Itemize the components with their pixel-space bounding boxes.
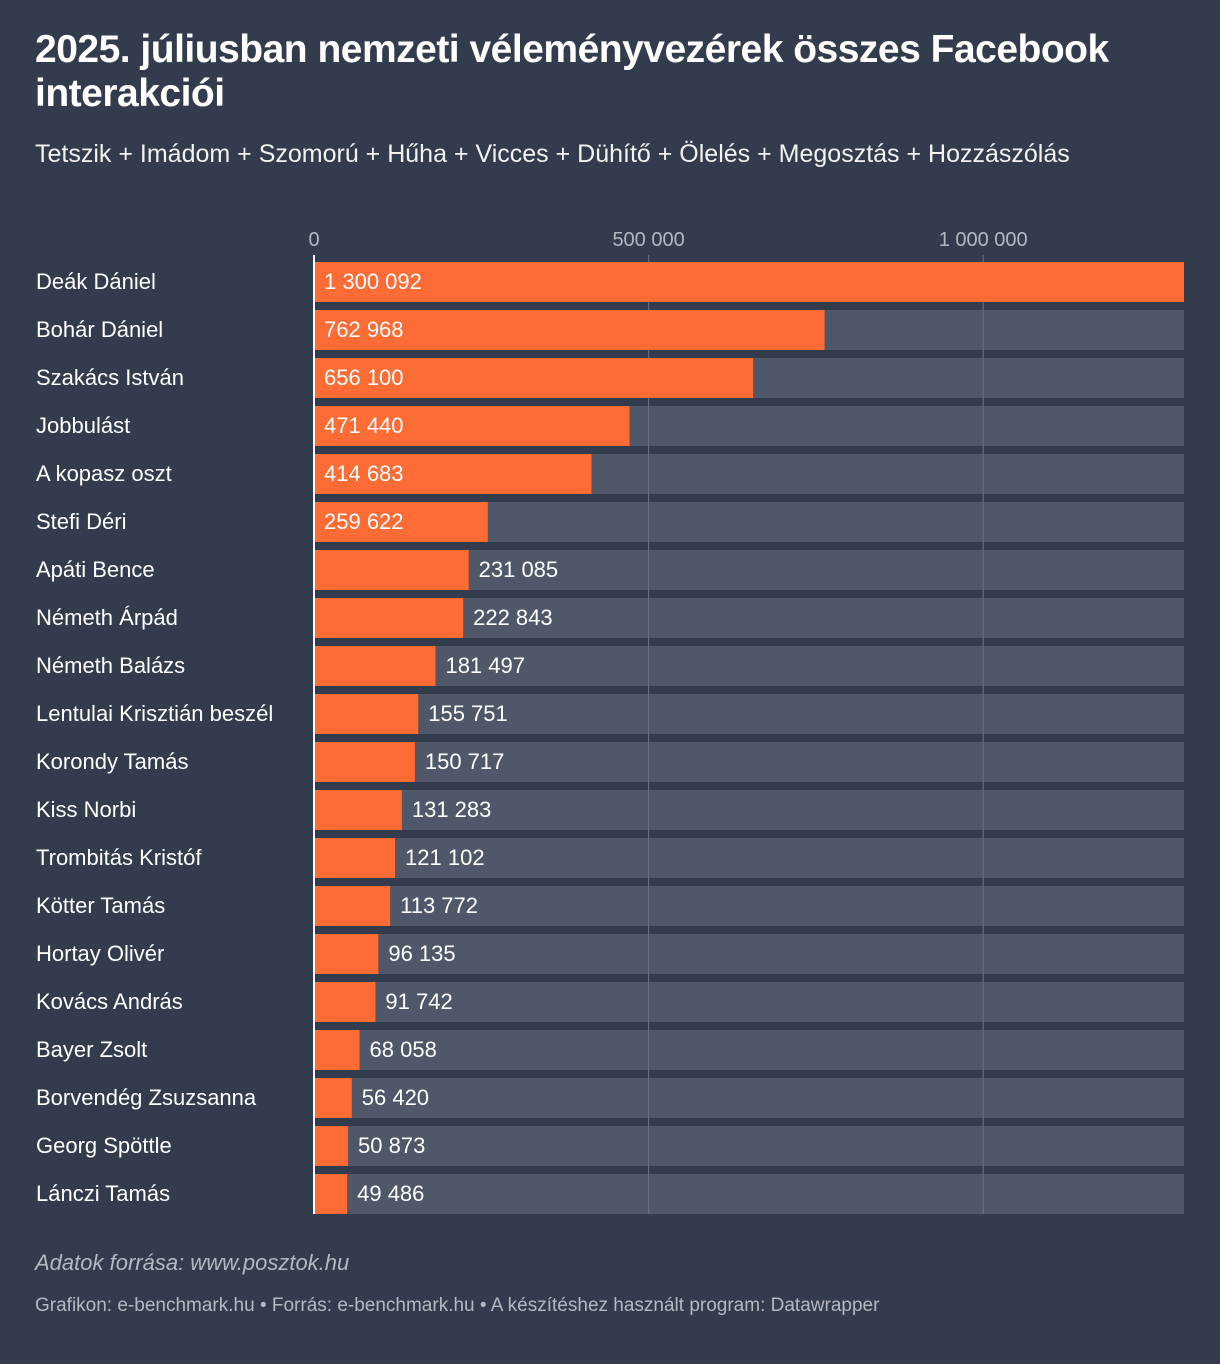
bar: [314, 886, 391, 926]
category-label: Korondy Tamás: [36, 749, 188, 774]
value-label: 56 420: [362, 1085, 429, 1110]
bar: [314, 742, 415, 782]
category-label: Németh Árpád: [36, 605, 178, 630]
x-tick-label: 0: [308, 229, 319, 251]
bar: [314, 502, 488, 542]
bar-track: [314, 982, 1184, 1022]
bar: [314, 646, 436, 686]
category-label: Kiss Norbi: [36, 797, 136, 822]
bar-chart: 0 500 000 1 000 000 Deák Dániel 1 300 092 Boh…: [36, 229, 1184, 1214]
bar-track: [314, 886, 1184, 926]
value-label: 1 300 092: [324, 269, 422, 294]
bar: [314, 262, 1184, 302]
value-label: 49 486: [357, 1181, 424, 1206]
category-label: A kopasz oszt: [36, 461, 172, 486]
bar-track: [314, 1126, 1184, 1166]
bar: [314, 598, 464, 638]
bar: [314, 1078, 352, 1118]
bar-track: [314, 694, 1184, 734]
value-label: 113 772: [400, 893, 478, 918]
value-label: 471 440: [324, 413, 404, 438]
value-label: 96 135: [388, 941, 455, 966]
bar-track: [314, 790, 1184, 830]
category-label: Hortay Olivér: [36, 941, 164, 966]
value-label: 50 873: [358, 1133, 425, 1158]
bar-track: [314, 1078, 1184, 1118]
bar: [314, 838, 396, 878]
category-label: Jobbulást: [36, 413, 130, 438]
value-label: 656 100: [324, 365, 404, 390]
value-label: 181 497: [445, 653, 525, 678]
bar-track: [314, 1174, 1184, 1214]
value-label: 68 058: [370, 1037, 437, 1062]
value-label: 414 683: [324, 461, 404, 486]
value-label: 259 622: [324, 509, 404, 534]
category-label: Lánczi Tamás: [36, 1181, 170, 1206]
value-label: 121 102: [405, 845, 485, 870]
category-label: Lentulai Krisztián beszél: [36, 701, 273, 726]
category-label: Szakács István: [36, 365, 184, 390]
value-label: 222 843: [473, 605, 553, 630]
category-label: Németh Balázs: [36, 653, 185, 678]
bar: [314, 982, 376, 1022]
bar: [314, 358, 754, 398]
value-label: 762 968: [324, 317, 404, 342]
x-tick-label: 1 000 000: [939, 229, 1028, 251]
bar: [314, 1174, 348, 1214]
category-label: Georg Spöttle: [36, 1133, 172, 1158]
category-label: Stefi Déri: [36, 509, 126, 534]
category-label: Kötter Tamás: [36, 893, 165, 918]
x-tick-label: 500 000: [612, 229, 684, 251]
category-label: Kovács András: [36, 989, 183, 1014]
value-label: 231 085: [479, 557, 559, 582]
bar-track: [314, 1030, 1184, 1070]
bar-track: [314, 934, 1184, 974]
bar: [314, 1126, 349, 1166]
category-label: Deák Dániel: [36, 269, 156, 294]
bar: [314, 934, 379, 974]
bar: [314, 1030, 360, 1070]
chart-title: 2025. júliusban nemzeti véleményvezérek …: [35, 28, 1109, 115]
bar-track: [314, 646, 1184, 686]
category-label: Apáti Bence: [36, 557, 155, 582]
data-source-note: Adatok forrása: www.posztok.hu: [35, 1250, 350, 1275]
bar: [314, 790, 402, 830]
category-label: Borvendég Zsuzsanna: [36, 1085, 257, 1110]
chart-subtitle: Tetszik + Imádom + Szomorú + Hűha + Vicc…: [35, 140, 1070, 168]
category-label: Bayer Zsolt: [36, 1037, 147, 1062]
bar-track: [314, 742, 1184, 782]
bar: [314, 694, 419, 734]
category-label: Trombitás Kristóf: [36, 845, 202, 870]
footer-credits: Grafikon: e-benchmark.hu • Forrás: e-ben…: [35, 1295, 880, 1316]
value-label: 91 742: [385, 989, 452, 1014]
bar: [314, 406, 630, 446]
bar: [314, 550, 469, 590]
value-label: 150 717: [425, 749, 505, 774]
bar-track: [314, 838, 1184, 878]
category-label: Bohár Dániel: [36, 317, 163, 342]
bar: [314, 454, 592, 494]
bar: [314, 310, 825, 350]
value-label: 131 283: [412, 797, 492, 822]
value-label: 155 751: [428, 701, 508, 726]
